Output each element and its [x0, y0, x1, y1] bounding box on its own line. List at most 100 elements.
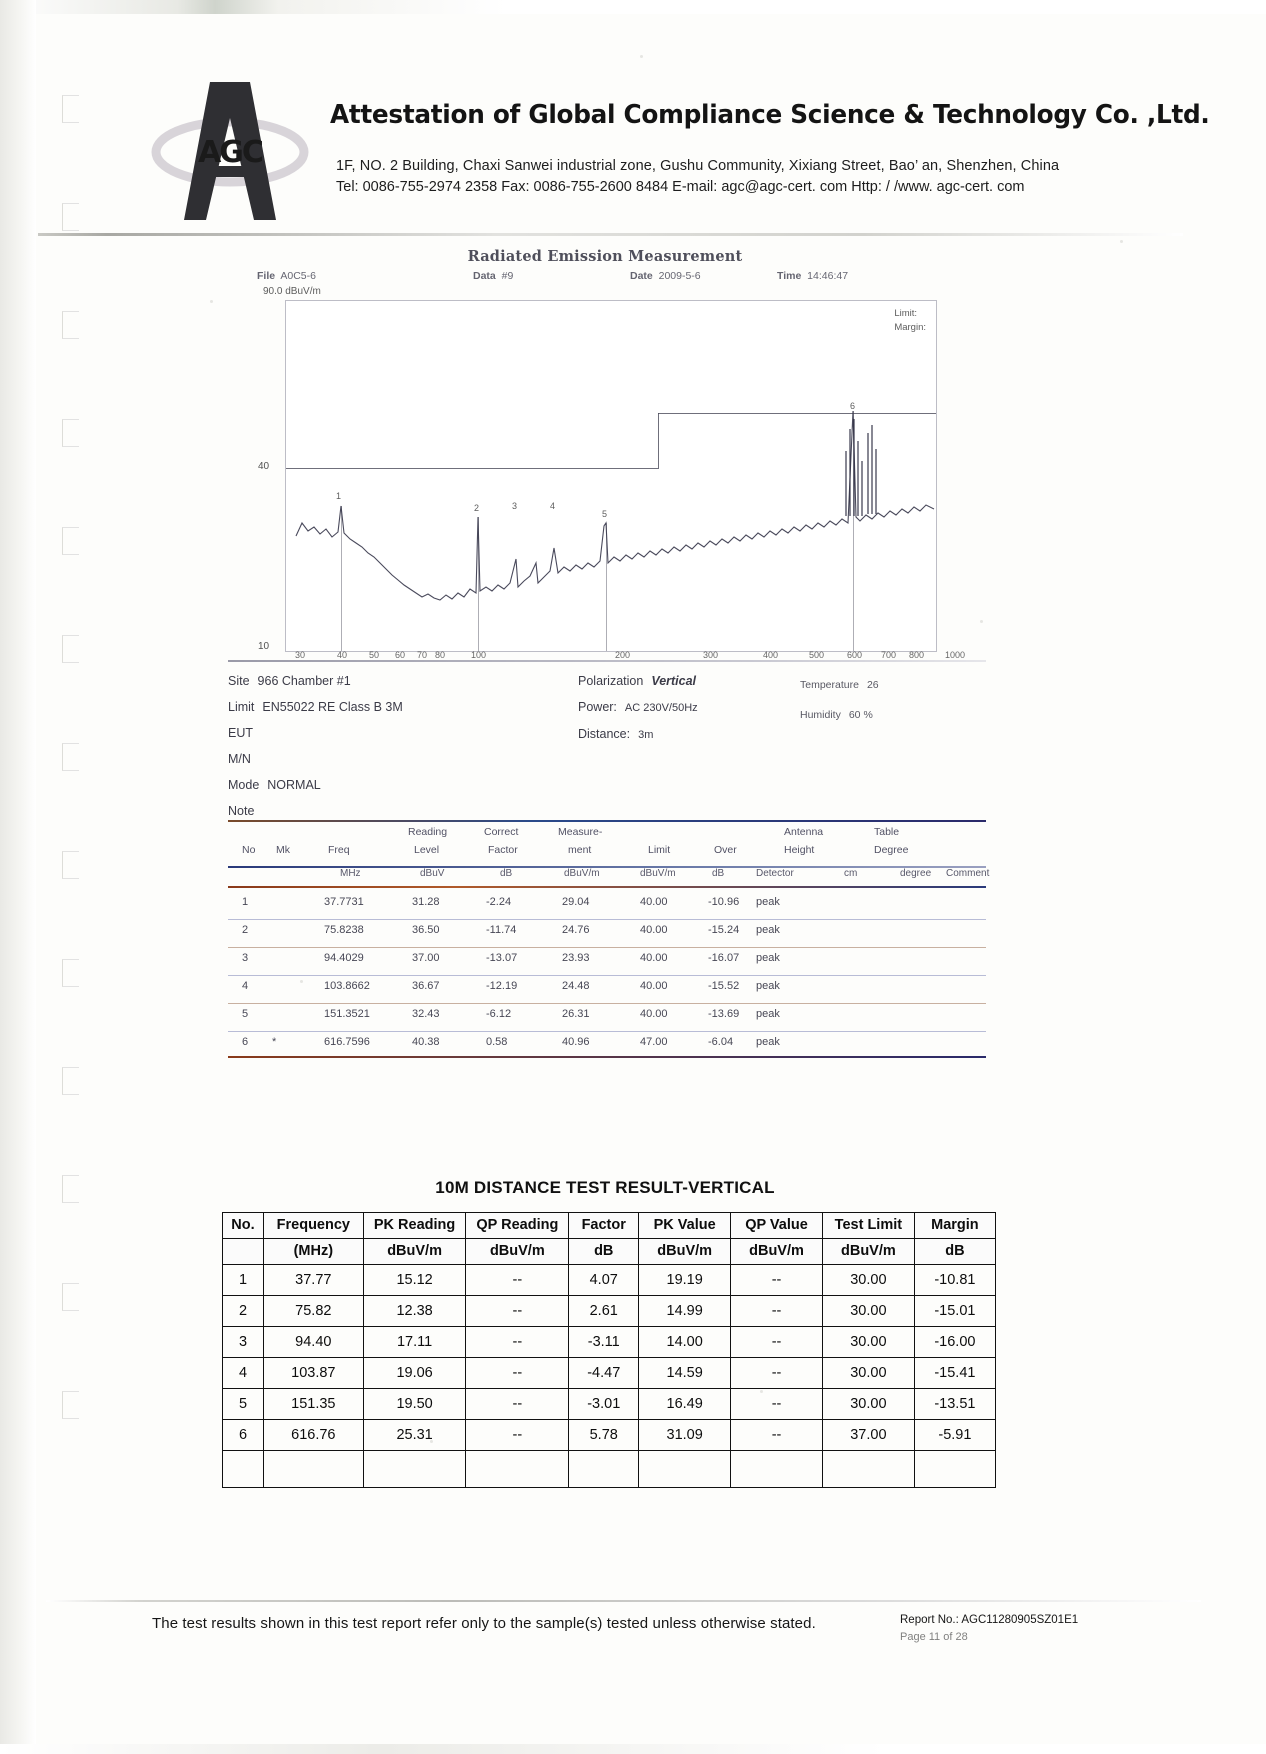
result-cell-no: 1	[222, 1264, 264, 1296]
meas-cell-level: 31.28	[412, 896, 440, 908]
limit-line-segment-high	[658, 413, 936, 415]
meas-cell-factor: -2.24	[486, 896, 512, 908]
peak-marker-3: 3	[512, 501, 518, 511]
site-info-block: Site 966 Chamber #1 Limit EN55022 RE Class…	[228, 668, 990, 818]
meas-cell-detector: peak	[756, 952, 780, 964]
meas-cell-meas: 26.31	[562, 1008, 590, 1020]
meas-cell-over: -13.69	[708, 1008, 740, 1020]
result-cell-test-limit: 30.00	[821, 1264, 915, 1296]
scan-edge-left	[0, 0, 36, 1754]
footer-note: The test results shown in this test repo…	[152, 1615, 816, 1632]
header-pk-value: PK Value	[638, 1212, 732, 1239]
meas-row-separator	[228, 1003, 986, 1004]
meas-cell-detector: peak	[756, 896, 780, 908]
result-cell-pk-value: 31.09	[638, 1419, 732, 1451]
meas-table-row: 2 75.8238 36.50 -11.74 24.76 40.00 -15.24 peak	[228, 920, 986, 948]
result-cell-qp-value: --	[730, 1357, 823, 1389]
svg-text:AGC: AGC	[198, 135, 263, 170]
meas-unit-label: Detector	[756, 868, 794, 879]
meas-cell-detector: peak	[756, 1036, 780, 1048]
scan-speck	[760, 1390, 763, 1393]
meas-unit-label: dBuV/m	[640, 868, 676, 879]
meas-cell-over: -6.04	[708, 1036, 734, 1048]
limit-line-step	[658, 413, 660, 469]
result-cell-factor: 2.61	[568, 1295, 640, 1327]
punch-mark	[62, 311, 79, 339]
result-cell-pk-value: 16.49	[638, 1388, 732, 1420]
result-header-row-2: (MHz) dBuV/m dBuV/m dB dBuV/m dBuV/m dBu…	[222, 1238, 997, 1265]
meas-cell-freq: 75.8238	[324, 924, 364, 936]
meas-table-header: Reading Correct Measure- Antenna Table No Mk Fr…	[228, 826, 986, 866]
limit-row: Limit EN55022 RE Class B 3M	[228, 700, 403, 714]
meas-row-separator	[228, 1031, 986, 1032]
y-tick-40: 40	[258, 461, 270, 472]
meas-cell-limit: 40.00	[640, 980, 668, 992]
footer-report-no: Report No.: AGC11280905SZ01E1	[900, 1614, 1079, 1626]
meas-row-separator	[228, 919, 986, 920]
binder-punch-marks	[62, 95, 84, 1475]
meas-unit-label: Comment	[946, 868, 990, 879]
agc-logo-icon: AGC	[150, 70, 310, 230]
result-cell-margin: -10.81	[913, 1264, 997, 1296]
meas-table-row: 3 94.4029 37.00 -13.07 23.93 40.00 -16.07 peak	[228, 948, 986, 976]
meas-row-separator	[228, 947, 986, 948]
site-info-divider	[228, 660, 986, 662]
meas-table-row: 5 151.3521 32.43 -6.12 26.31 40.00 -13.69 peak	[228, 1004, 986, 1032]
result-cell-pk-reading: 12.38	[362, 1295, 467, 1327]
header-unit-pkr: dBuV/m	[362, 1238, 467, 1265]
punch-mark	[62, 527, 79, 555]
meas-cell-level: 36.50	[412, 924, 440, 936]
result-cell-factor: -3.01	[568, 1388, 640, 1420]
result-cell-qp-value: --	[730, 1264, 823, 1296]
meas-table-mid-rule	[228, 866, 986, 868]
site-info-column-left: Site 966 Chamber #1 Limit EN55022 RE Class…	[228, 668, 558, 824]
result-cell-factor: 5.78	[568, 1419, 640, 1451]
result-cell-qp-value	[730, 1450, 823, 1488]
meas-table-top-rule	[228, 820, 986, 822]
result-table: No. Frequency PK Reading QP Reading Fact…	[222, 1212, 997, 1488]
x-tick-label: 80	[435, 650, 446, 660]
result-cell-margin: -13.51	[913, 1388, 997, 1420]
meas-header-bottom: No	[242, 844, 256, 856]
site-info-column-right: Temperature 26 Humidity 60 %	[800, 670, 990, 730]
result-cell-qp-reading: --	[465, 1388, 570, 1420]
temperature-row: Temperature 26	[800, 679, 879, 691]
header-unit-qpv: dBuV/m	[730, 1238, 823, 1265]
distance-row: Distance: 3m	[578, 727, 654, 741]
meas-cell-no: 4	[242, 980, 249, 992]
meas-unit-label: dB	[500, 868, 513, 879]
result-table-title: 10M DISTANCE TEST RESULT-VERTICAL	[435, 1178, 775, 1197]
mn-row: M/N	[228, 752, 251, 766]
chart-date-field: Date 2009-5-6	[630, 270, 701, 282]
result-cell-no: 4	[222, 1357, 264, 1389]
punch-mark	[62, 1175, 79, 1203]
meas-table-units-row: MHz dBuV dB dBuV/m dBuV/m dB Detector cm degree C…	[228, 868, 990, 884]
footer-divider	[46, 1600, 1201, 1602]
result-cell-frequency: 103.87	[262, 1357, 364, 1389]
x-tick-label: 30	[295, 650, 306, 660]
chart-data-field: Data #9	[473, 270, 514, 282]
meas-unit-label: dBuV/m	[564, 868, 600, 879]
chart-legend: Limit: Margin:	[894, 307, 926, 335]
meas-cell-limit: 40.00	[640, 952, 668, 964]
header-test-limit: Test Limit	[821, 1212, 915, 1239]
meas-header-bottom: Height	[784, 844, 815, 856]
footer-page-number: Page 11 of 28	[900, 1631, 968, 1643]
result-cell-pk-reading: 25.31	[362, 1419, 467, 1451]
power-row: Power: AC 230V/50Hz	[578, 700, 698, 714]
punch-mark	[62, 203, 79, 231]
x-tick-label: 70	[417, 650, 428, 660]
header-factor: Factor	[568, 1212, 640, 1239]
x-tick-label: 100	[471, 650, 487, 660]
marker-dropline-6	[853, 411, 855, 651]
punch-mark	[62, 1391, 79, 1419]
site-info-column-mid: Polarization Vertical Power: AC 230V/50Hz …	[578, 668, 828, 748]
polarization-row: Polarization Vertical	[578, 674, 697, 688]
result-cell-frequency: 151.35	[262, 1388, 364, 1420]
result-cell-test-limit: 30.00	[821, 1357, 915, 1389]
result-cell-pk-value: 14.59	[638, 1357, 732, 1389]
meas-cell-freq: 616.7596	[324, 1036, 370, 1048]
meas-cell-over: -16.07	[708, 952, 740, 964]
result-cell-margin: -15.41	[913, 1357, 997, 1389]
meas-unit-label: degree	[900, 868, 932, 879]
